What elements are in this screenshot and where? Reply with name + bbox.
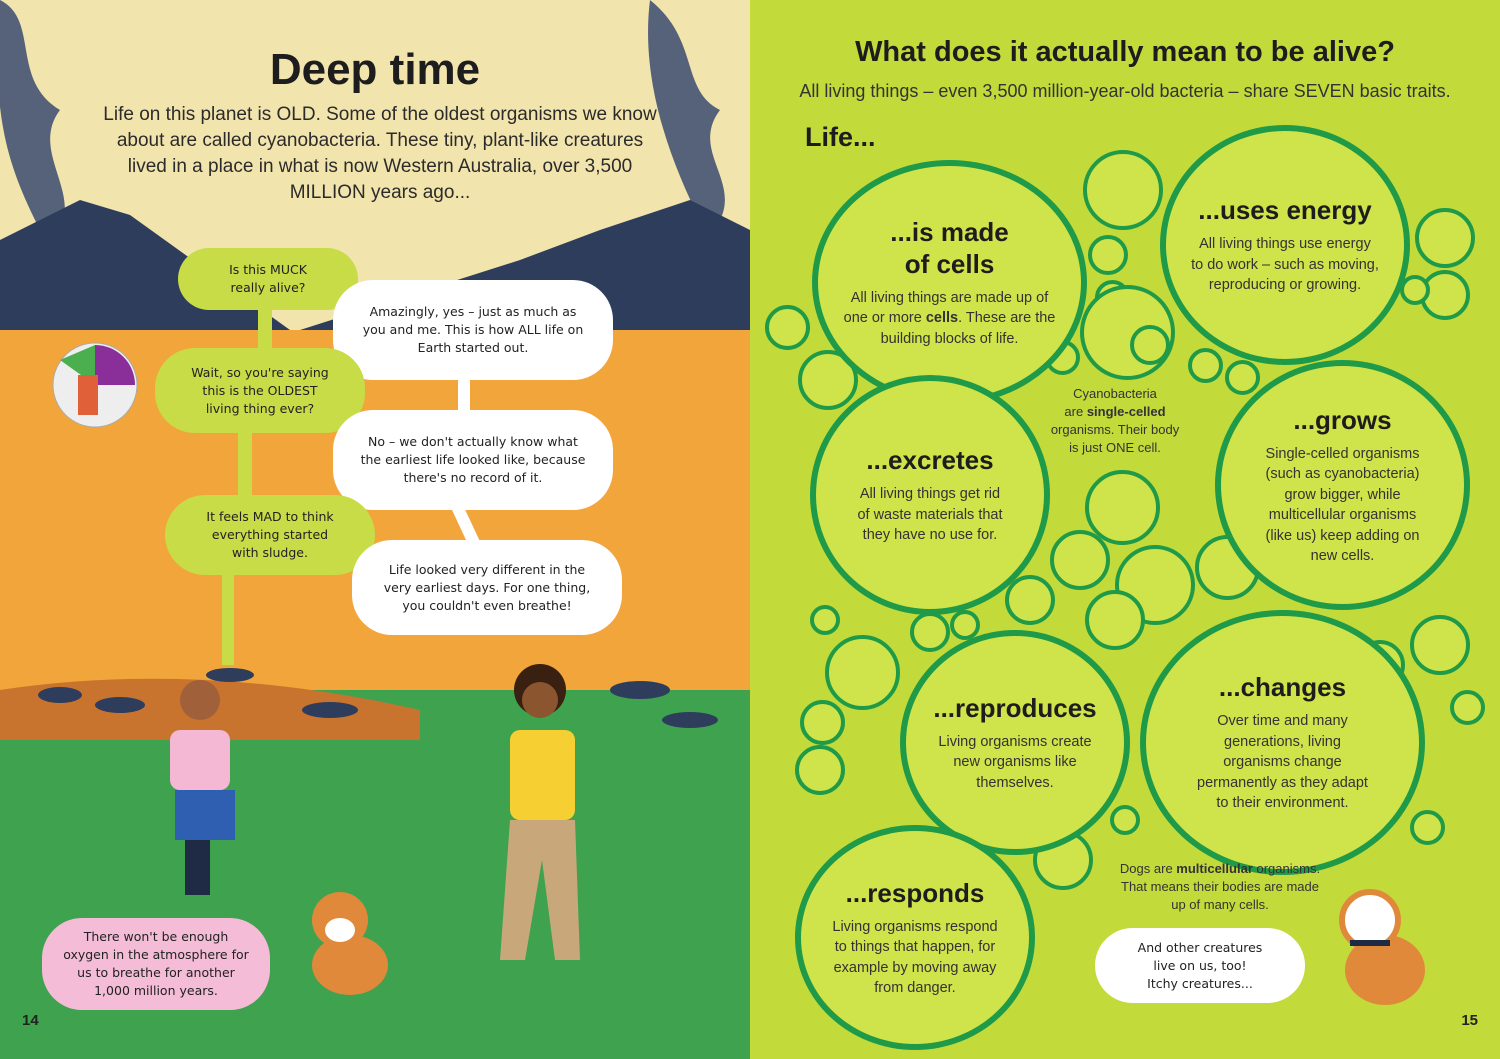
trait-text: All living things are made up of one or … bbox=[843, 289, 1056, 347]
trait-heading: ...reproduces bbox=[933, 692, 1097, 723]
trait-text: Over time and many generations, living o… bbox=[1197, 713, 1368, 812]
cell-circle bbox=[1085, 470, 1160, 545]
dog-illustration bbox=[1339, 889, 1425, 1005]
speech-bubble: And other creatures live on us, too! Itc… bbox=[1095, 928, 1305, 1003]
intro-text: Life on this planet is OLD. Some of the … bbox=[103, 104, 657, 203]
page-title: Deep time bbox=[269, 45, 481, 94]
cell-circle bbox=[1083, 150, 1163, 230]
left-page: Deep time Life on this planet is OLD. So… bbox=[0, 0, 750, 1059]
cell-circle bbox=[825, 635, 900, 710]
cell-circle bbox=[1410, 615, 1470, 675]
cell-circle bbox=[1188, 348, 1223, 383]
right-page: What does it actually mean to be alive? … bbox=[750, 0, 1500, 1059]
page-number: 14 bbox=[22, 1012, 39, 1029]
cell-circle bbox=[1450, 690, 1485, 725]
cell-circle bbox=[1050, 530, 1110, 590]
trait-changes: ...changes Over time and many generation… bbox=[1140, 610, 1425, 875]
trait-energy: ...uses energy All living things use ene… bbox=[1160, 125, 1410, 365]
trait-text: All living things get rid of waste mater… bbox=[857, 486, 1003, 544]
trait-text: Living organisms create new organisms li… bbox=[938, 733, 1092, 791]
trait-text: Single-celled organisms (such as cyanoba… bbox=[1265, 445, 1420, 565]
pod-illustration bbox=[52, 342, 138, 428]
explorer-left-illustration bbox=[170, 680, 235, 895]
life-label: Life... bbox=[805, 122, 876, 152]
cell-circle bbox=[1085, 590, 1145, 650]
cell-circle bbox=[1415, 208, 1475, 268]
dog-note: Dogs are multicellular organisms. That m… bbox=[1119, 861, 1321, 912]
page-title: What does it actually mean to be alive? bbox=[855, 36, 1395, 68]
speech-bubble: Wait, so you're saying this is the OLDES… bbox=[155, 348, 365, 433]
speech-bubble: Amazingly, yes – just as much as you and… bbox=[333, 280, 613, 380]
speech-bubble: Life looked very different in the very e… bbox=[352, 540, 622, 635]
trait-heading: ...excretes bbox=[866, 445, 994, 476]
trait-heading: ...uses energy bbox=[1198, 195, 1372, 226]
cell-circle bbox=[1130, 325, 1170, 365]
subtitle: All living things – even 3,500 million-y… bbox=[799, 81, 1451, 101]
cell-circle bbox=[1110, 805, 1140, 835]
speech-bubble: There won't be enough oxygen in the atmo… bbox=[42, 918, 270, 1010]
cell-circle bbox=[1005, 575, 1055, 625]
trait-text: All living things use energy to do work … bbox=[1191, 236, 1379, 294]
cyanobacteria-note: Cyanobacteria are single-celled organism… bbox=[1050, 386, 1180, 455]
trait-heading: ...changes bbox=[1218, 672, 1347, 703]
trait-cells: ...is made of cells All living things ar… bbox=[812, 160, 1087, 405]
cell-circle bbox=[800, 700, 845, 745]
trait-text: Living organisms respond to things that … bbox=[832, 918, 998, 997]
explorer-right-illustration bbox=[500, 664, 580, 960]
cell-circle bbox=[1225, 360, 1260, 395]
cell-circle bbox=[1410, 810, 1445, 845]
trait-heading: ...responds bbox=[845, 877, 985, 908]
cell-circle bbox=[795, 745, 845, 795]
cell-circle bbox=[1088, 235, 1128, 275]
speech-bubble: It feels MAD to think everything started… bbox=[165, 495, 375, 575]
trait-heading: ...is made of cells bbox=[890, 216, 1009, 279]
cell-circle bbox=[950, 610, 980, 640]
speech-bubble: Is this MUCK really alive? bbox=[178, 248, 358, 310]
speech-bubble: No – we don't actually know what the ear… bbox=[333, 410, 613, 510]
dog-illustration bbox=[312, 892, 388, 995]
page-number: 15 bbox=[1461, 1012, 1478, 1029]
cell-circle bbox=[765, 305, 810, 350]
trait-grows: ...grows Single-celled organisms (such a… bbox=[1215, 360, 1470, 610]
trait-heading: ...grows bbox=[1293, 404, 1392, 435]
cell-circle bbox=[1400, 275, 1430, 305]
trait-responds: ...responds Living organisms respond to … bbox=[795, 825, 1035, 1050]
trait-excretes: ...excretes All living things get rid of… bbox=[810, 375, 1050, 615]
cell-circle bbox=[910, 612, 950, 652]
cell-circle bbox=[810, 605, 840, 635]
trait-reproduces: ...reproduces Living organisms create ne… bbox=[900, 630, 1130, 855]
